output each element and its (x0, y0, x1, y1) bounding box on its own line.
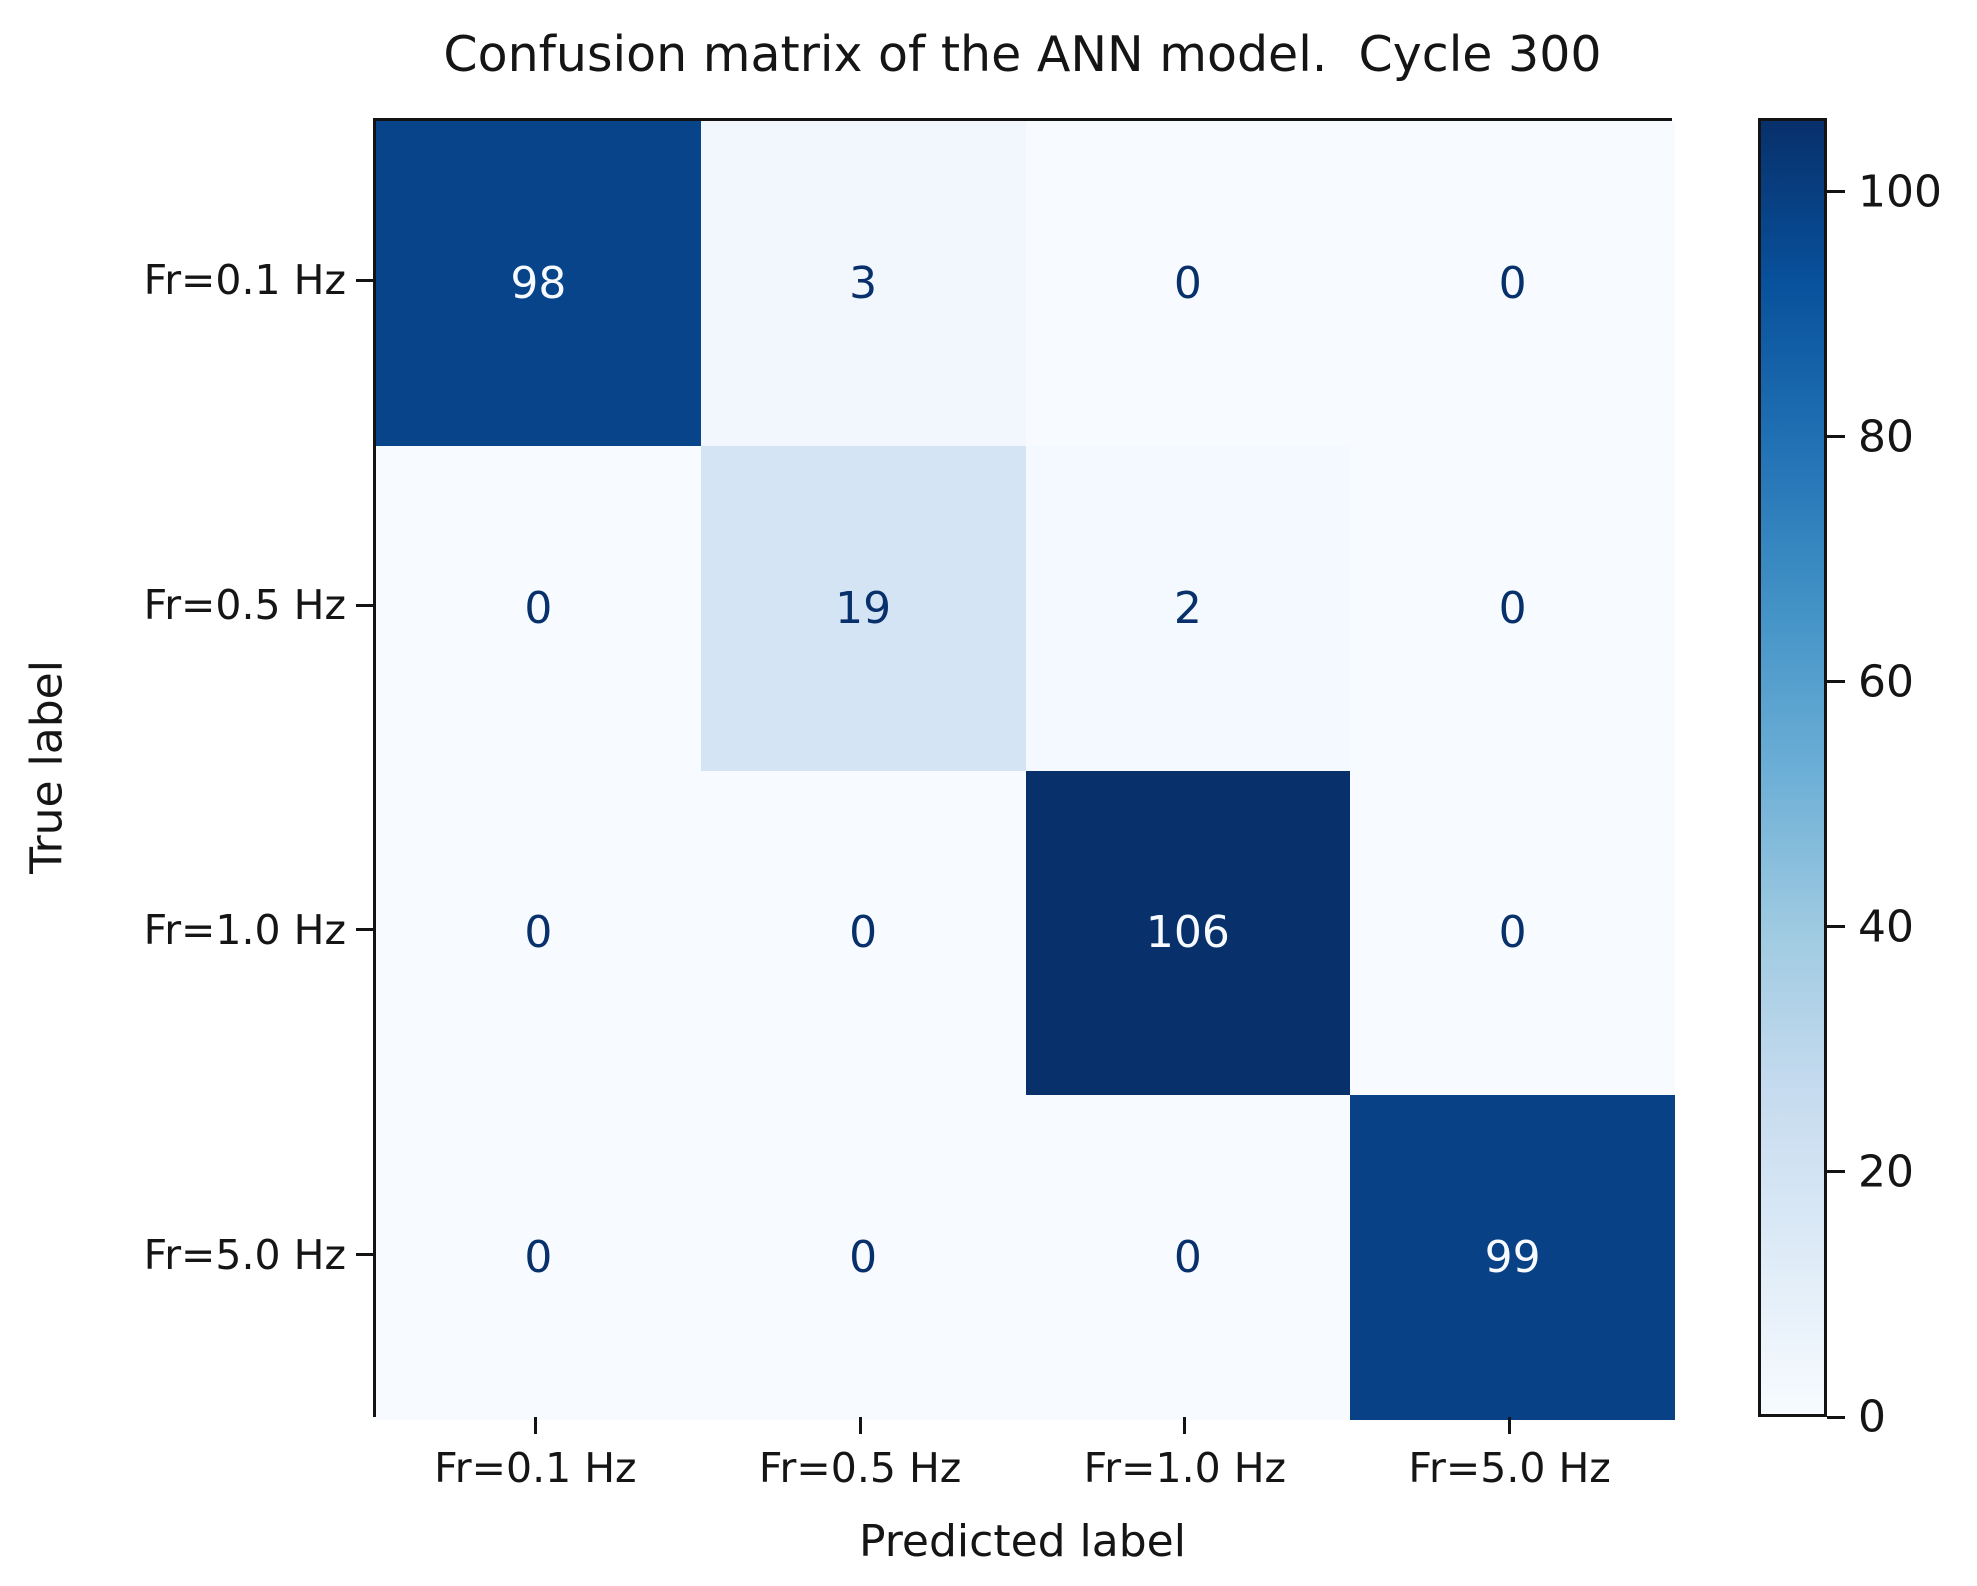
heatmap-plot: 98 3 0 0 0 19 2 0 0 0 106 0 0 0 0 99 (373, 118, 1675, 1420)
matrix-cell: 0 (1025, 121, 1351, 446)
y-tick-label: Fr=1.0 Hz (143, 905, 346, 954)
x-tick-label: Fr=1.0 Hz (1083, 1444, 1287, 1492)
cell-value-label: 0 (1498, 907, 1527, 959)
matrix-cell: 0 (700, 1095, 1026, 1420)
cell-value-label: 0 (1498, 582, 1527, 634)
cell-value-label: 0 (1173, 257, 1202, 309)
y-tick-label: Fr=0.5 Hz (143, 581, 346, 630)
cell-value-label: 3 (849, 257, 878, 309)
axis-tick-mark (1827, 435, 1845, 439)
cell-value-label: 0 (849, 1232, 878, 1284)
axis-tick-mark (356, 603, 373, 607)
cell-value-label: 0 (524, 907, 553, 959)
axis-tick-mark (858, 1417, 862, 1434)
cell-value-label: 0 (1173, 1232, 1202, 1284)
y-tick-label: Fr=5.0 Hz (143, 1230, 346, 1279)
matrix-cell: 19 (700, 445, 1026, 771)
matrix-cell: 0 (700, 770, 1026, 1096)
x-tick-label: Fr=5.0 Hz (1408, 1444, 1611, 1492)
colorbar-tick-label: 80 (1858, 411, 1914, 463)
matrix-cell: 0 (376, 770, 701, 1096)
matrix-cell: 106 (1025, 770, 1351, 1096)
cell-value-label: 0 (1498, 257, 1527, 309)
colorbar (1758, 118, 1827, 1417)
axis-tick-mark (356, 278, 373, 282)
cell-value-label: 0 (849, 907, 878, 959)
axis-tick-mark (533, 1417, 537, 1434)
axis-tick-mark (1508, 1417, 1512, 1434)
matrix-cell: 2 (1025, 445, 1351, 771)
x-tick-label: Fr=0.5 Hz (758, 1444, 962, 1492)
y-tick-label: Fr=0.1 Hz (143, 256, 346, 305)
axis-tick-mark (1827, 1170, 1845, 1174)
matrix-cell: 0 (1350, 121, 1675, 446)
colorbar-tick-label: 40 (1858, 901, 1914, 953)
matrix-cell: 0 (1025, 1095, 1351, 1420)
cell-value-label: 0 (524, 582, 553, 634)
matrix-cell: 99 (1350, 1095, 1675, 1420)
heatmap-cells: 98 3 0 0 0 19 2 0 0 0 106 0 0 0 0 99 (376, 121, 1675, 1420)
matrix-cell: 0 (376, 1095, 701, 1420)
axis-tick-mark (1827, 190, 1845, 194)
axis-tick-mark (1183, 1417, 1187, 1434)
axis-tick-mark (356, 1253, 373, 1257)
axis-tick-mark (1827, 1415, 1845, 1419)
matrix-cell: 98 (376, 121, 701, 446)
matrix-cell: 3 (700, 121, 1026, 446)
matrix-cell: 0 (1350, 770, 1675, 1096)
colorbar-tick-label: 0 (1858, 1391, 1886, 1443)
cell-value-label: 0 (524, 1232, 553, 1284)
colorbar-tick-label: 100 (1858, 166, 1942, 218)
axis-tick-mark (1827, 925, 1845, 929)
colorbar-tick-label: 20 (1858, 1146, 1914, 1198)
axis-tick-mark (1827, 680, 1845, 684)
chart-title: Confusion matrix of the ANN model. Cycle… (443, 26, 1602, 83)
x-axis-label: Predicted label (859, 1516, 1186, 1567)
cell-value-label: 19 (835, 582, 892, 634)
cell-value-label: 106 (1145, 907, 1230, 959)
cell-value-label: 99 (1484, 1232, 1541, 1284)
y-axis-label: True label (21, 660, 73, 874)
cell-value-label: 98 (510, 257, 567, 309)
colorbar-tick-label: 60 (1858, 656, 1914, 708)
cell-value-label: 2 (1173, 582, 1202, 634)
matrix-cell: 0 (376, 445, 701, 771)
matrix-cell: 0 (1350, 445, 1675, 771)
axis-tick-mark (356, 928, 373, 932)
x-tick-label: Fr=0.1 Hz (434, 1444, 637, 1492)
